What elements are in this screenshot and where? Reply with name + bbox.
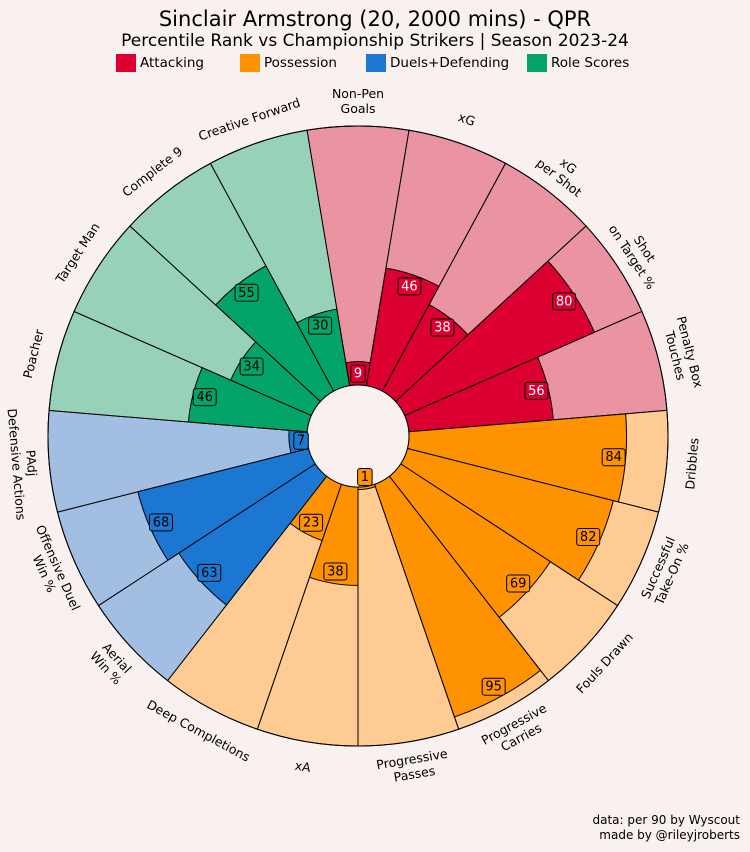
value-label-penalty-box-touches: 56	[524, 381, 549, 400]
value-labels: 9 46 38 80 56 84 82 69 95 1 38 23 63 68 7 46 34 55 30	[149, 277, 626, 696]
value-box-aerial-win	[197, 563, 222, 582]
legend-swatch-possession	[240, 54, 260, 72]
value-text-poacher: 46	[196, 390, 213, 405]
value-label-padj-defensive-actions: 7	[293, 431, 309, 450]
category-label-xg: xG	[456, 109, 477, 129]
legend: Attacking Possession Duels+Defending Rol…	[0, 53, 750, 73]
value-box-xg-per-shot	[430, 318, 455, 337]
value-text-xg-per-shot: 38	[434, 321, 451, 336]
legend-item-role-scores: Role Scores	[527, 53, 629, 73]
value-box-progressive-carries	[481, 677, 506, 696]
value-label-xg: 46	[397, 277, 422, 296]
value-box-non-pen-goals	[350, 364, 366, 383]
value-text-padj-defensive-actions: 7	[297, 434, 305, 449]
legend-item-attacking: Attacking	[116, 53, 204, 73]
value-label-progressive-carries: 95	[481, 677, 506, 696]
chart-title: Sinclair Armstrong (20, 2000 mins) - QPR	[158, 7, 592, 31]
legend-label-role-scores: Role Scores	[551, 55, 630, 71]
category-label-aerial-win: AerialWin %	[87, 638, 136, 687]
legend-label-possession: Possession	[264, 55, 337, 71]
value-label-offensive-duel-win: 68	[149, 513, 173, 532]
legend-item-duels-defending: Duels+Defending	[366, 53, 509, 73]
value-text-offensive-duel-win: 68	[153, 515, 170, 530]
value-text-dribbles: 84	[605, 450, 622, 465]
legend-swatch-role-scores	[527, 54, 547, 72]
value-text-fouls-drawn: 69	[510, 576, 527, 591]
value-label-xg-per-shot: 38	[430, 318, 455, 337]
value-box-fouls-drawn	[506, 574, 531, 593]
value-text-creative-forward: 30	[312, 319, 329, 334]
category-label-padj-defensive-actions: PAdjDefensive Actions	[5, 407, 44, 521]
legend-swatch-attacking	[116, 54, 136, 72]
value-box-xg	[397, 277, 422, 296]
value-box-offensive-duel-win	[149, 513, 173, 532]
value-label-complete-9: 55	[234, 283, 259, 302]
value-box-creative-forward	[308, 316, 333, 335]
value-text-progressive-passes: 1	[361, 470, 369, 485]
value-text-penalty-box-touches: 56	[528, 384, 545, 399]
value-label-fouls-drawn: 69	[506, 574, 531, 593]
category-label-poacher: Poacher	[20, 327, 47, 380]
value-box-dribbles	[601, 448, 626, 467]
value-box-padj-defensive-actions	[293, 431, 309, 450]
value-label-creative-forward: 30	[308, 316, 333, 335]
category-label-progressive-passes: ProgressivePasses	[375, 746, 451, 787]
value-label-non-pen-goals: 9	[350, 364, 366, 383]
value-label-aerial-win: 63	[197, 563, 222, 582]
value-box-complete-9	[234, 283, 259, 302]
category-label-xa: xA	[294, 758, 313, 775]
chart-subtitle: Percentile Rank vs Championship Strikers…	[121, 31, 629, 51]
outer-ring	[47, 125, 669, 747]
value-text-non-pen-goals: 9	[354, 367, 362, 382]
legend-item-possession: Possession	[240, 53, 337, 73]
value-label-shot-on-target: 80	[552, 292, 577, 311]
category-label-penalty-box-touches: Penalty BoxTouches	[659, 315, 706, 393]
value-text-progressive-carries: 95	[485, 680, 502, 695]
footer-credit: made by @rileyjroberts	[599, 828, 740, 842]
value-box-successful-take-on	[576, 527, 601, 546]
value-text-deep-completions: 23	[303, 516, 320, 531]
value-box-deep-completions	[299, 513, 324, 532]
value-text-aerial-win: 63	[201, 566, 218, 581]
value-box-shot-on-target	[552, 292, 577, 311]
value-box-poacher	[192, 388, 217, 407]
value-box-penalty-box-touches	[524, 381, 549, 400]
value-text-successful-take-on: 82	[580, 530, 597, 545]
footer: data: per 90 by Wyscout made by @rileyjr…	[592, 813, 740, 843]
value-label-target-man: 34	[239, 357, 264, 376]
value-label-poacher: 46	[192, 388, 217, 407]
value-label-deep-completions: 23	[299, 513, 324, 532]
value-text-shot-on-target: 80	[556, 294, 573, 309]
value-text-target-man: 34	[243, 360, 260, 375]
category-label-non-pen-goals: Non-Pen Goals	[332, 86, 384, 116]
legend-label-duels-defending: Duels+Defending	[390, 55, 510, 71]
value-label-successful-take-on: 82	[576, 527, 601, 546]
value-label-dribbles: 84	[601, 448, 626, 467]
value-text-complete-9: 55	[238, 286, 255, 301]
value-box-xa	[323, 562, 348, 581]
value-text-xg: 46	[401, 279, 418, 294]
legend-swatch-duels-defending	[366, 54, 386, 72]
value-label-progressive-passes: 1	[357, 468, 373, 487]
legend-label-attacking: Attacking	[140, 55, 204, 71]
value-text-xa: 38	[327, 565, 344, 580]
value-box-progressive-passes	[357, 468, 373, 487]
category-label-dribbles: Dribbles	[682, 437, 701, 490]
value-box-target-man	[239, 357, 264, 376]
value-label-xa: 38	[323, 562, 348, 581]
footer-source: data: per 90 by Wyscout	[592, 813, 740, 827]
